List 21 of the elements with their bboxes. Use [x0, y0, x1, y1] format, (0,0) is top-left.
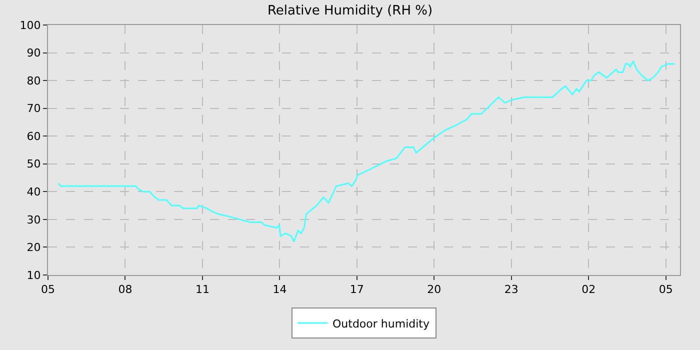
x-tick-label: 05	[41, 283, 55, 296]
x-tick-label: 02	[582, 283, 596, 296]
x-tick-label: 14	[272, 283, 287, 296]
y-tick-label: 100	[20, 18, 41, 32]
x-tick-label: 20	[427, 283, 442, 296]
y-tick-label: 80	[26, 74, 41, 88]
y-tick-label: 30	[26, 213, 41, 226]
x-tick-label: 11	[195, 283, 210, 296]
x-tick-label: 05	[658, 283, 673, 296]
y-tick-label: 50	[26, 158, 41, 171]
y-tick-label: 40	[26, 186, 41, 199]
y-tick-label: 60	[26, 130, 41, 143]
x-tick-label: 17	[350, 283, 364, 296]
chart-title: Relative Humidity (RH %)	[267, 3, 433, 18]
y-tick-label: 20	[26, 241, 41, 254]
x-tick-label: 23	[504, 283, 518, 296]
y-tick-label: 10	[26, 268, 41, 282]
x-tick-label: 08	[118, 283, 132, 296]
legend-label: Outdoor humidity	[332, 317, 430, 330]
y-tick-label: 90	[26, 46, 41, 60]
y-tick-label: 70	[26, 102, 41, 116]
